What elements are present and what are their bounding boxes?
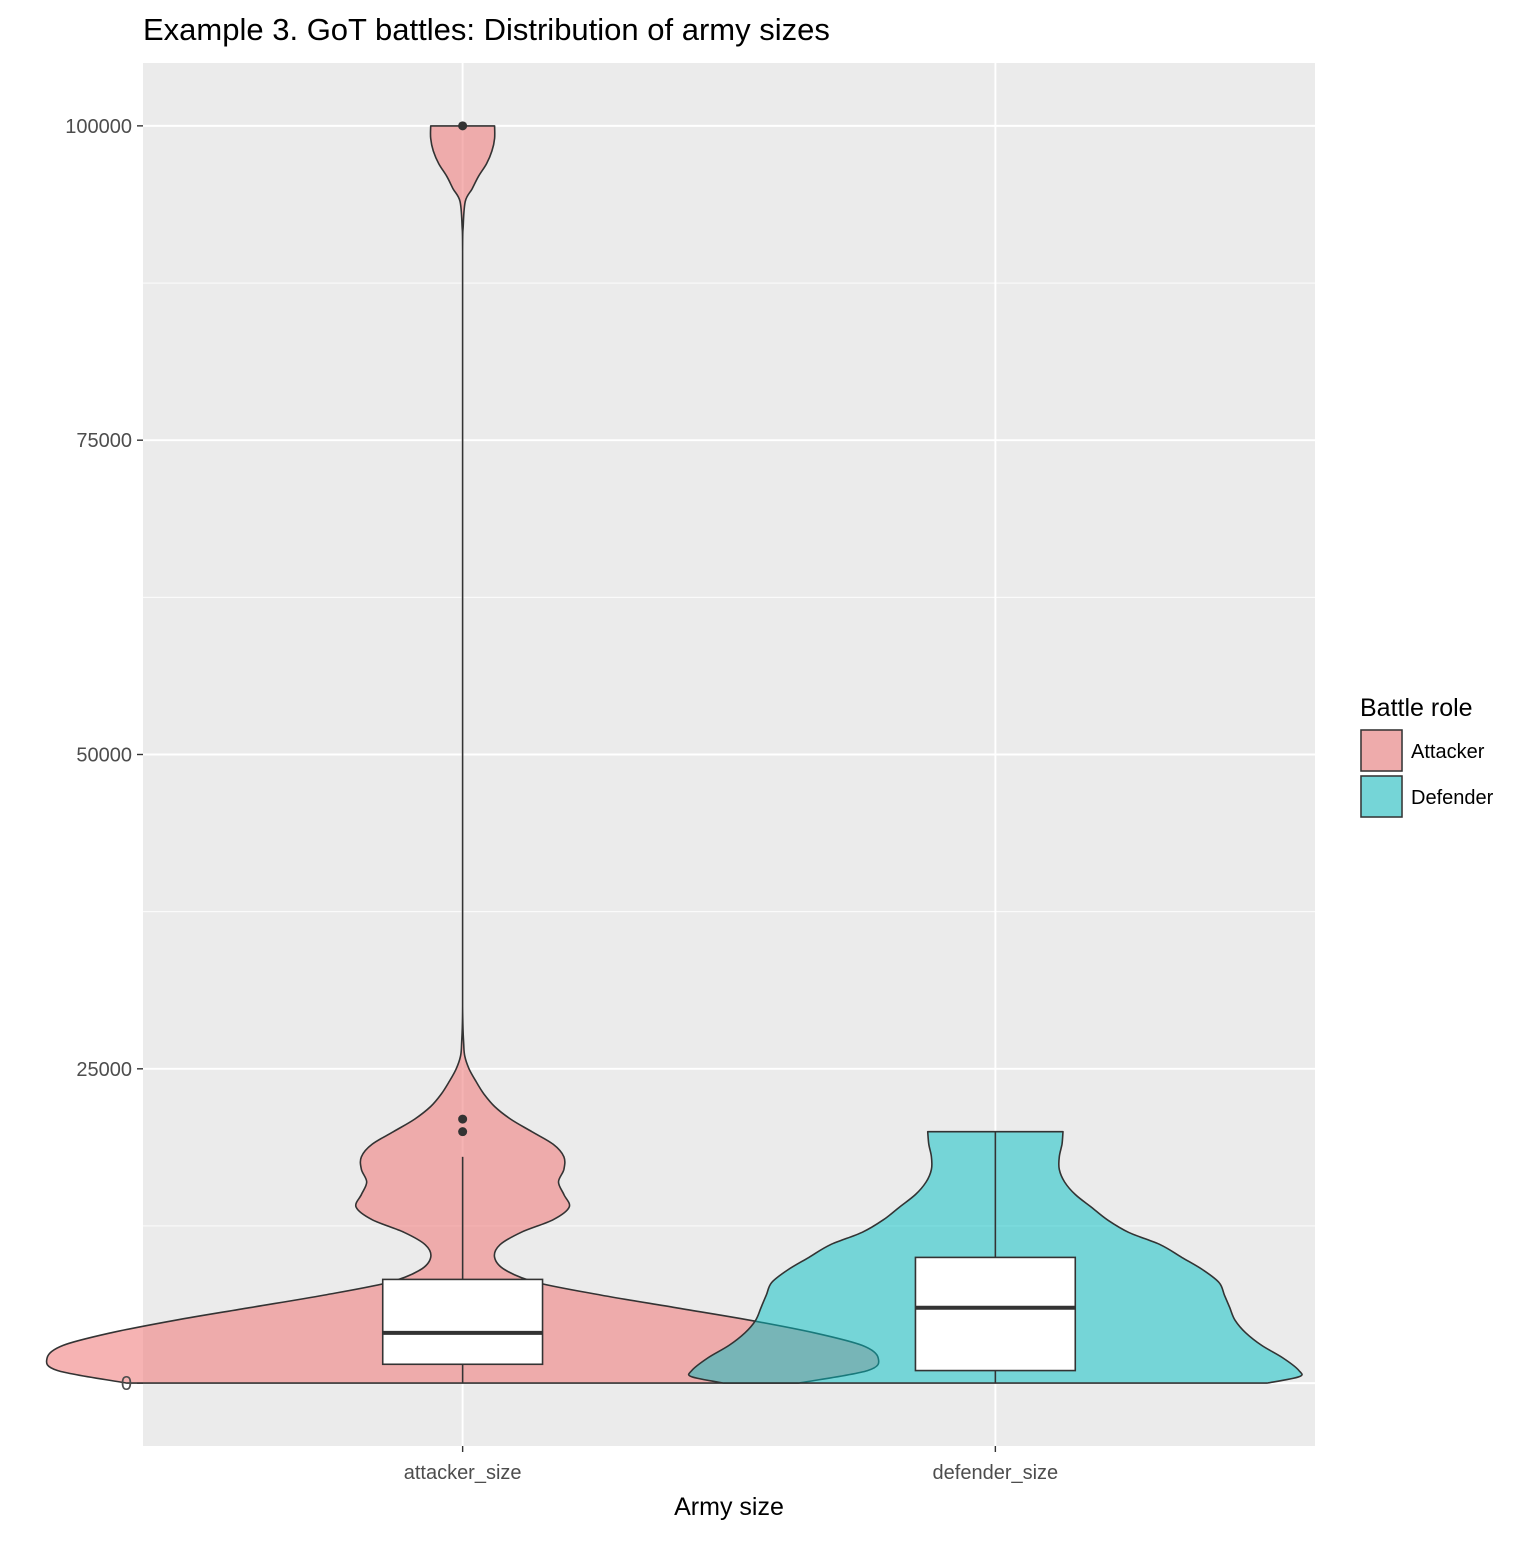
y-tick-label: 50000	[76, 745, 132, 767]
y-tick-label: 0	[121, 1373, 132, 1395]
y-tick-label: 100000	[65, 116, 132, 138]
violin-layer	[45, 121, 1303, 1384]
outlier-point	[458, 1114, 468, 1124]
y-tick-label: 75000	[76, 430, 132, 452]
outlier-point	[458, 1127, 468, 1137]
box-defender	[914, 1256, 1077, 1372]
axis-layer: 0 25000 50000 75000 100000 attacker_size defen…	[65, 116, 1058, 1484]
legend-key-attacker	[1360, 729, 1403, 772]
legend-key-defender	[1360, 775, 1403, 818]
x-tick-label: defender_size	[933, 1462, 1059, 1484]
x-axis-title: Army size	[674, 1493, 784, 1521]
legend-label: Defender	[1411, 787, 1494, 809]
chart-title: Example 3. GoT battles: Distribution of …	[143, 12, 830, 47]
x-tick-label: attacker_size	[404, 1462, 522, 1484]
y-tick-label: 25000	[76, 1059, 132, 1081]
legend-label: Attacker	[1411, 741, 1485, 763]
legend-title: Battle role	[1360, 694, 1473, 722]
box-attacker	[381, 1278, 544, 1366]
outlier-point	[458, 121, 468, 131]
legend: Battle role Attacker Defender	[1360, 694, 1494, 818]
